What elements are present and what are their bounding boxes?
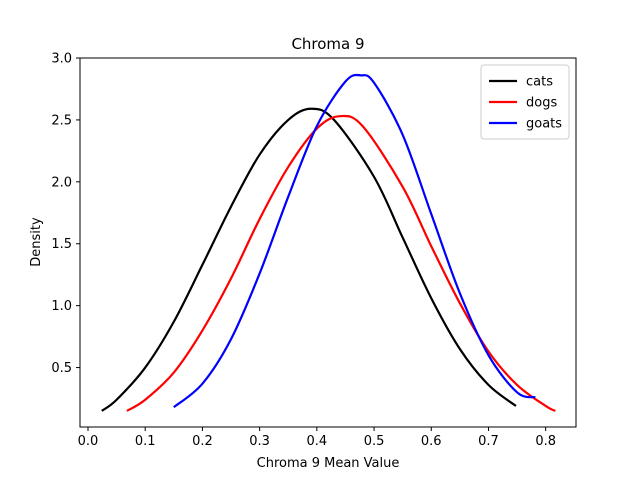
x-tick-label: 0.2 bbox=[192, 434, 213, 449]
y-axis-label: Density bbox=[29, 217, 44, 267]
series-line-cats bbox=[101, 107, 517, 412]
x-tick-label: 0.1 bbox=[135, 434, 156, 449]
legend-frame bbox=[480, 64, 570, 140]
y-tick-label: 1.5 bbox=[51, 237, 72, 252]
x-axis-label: Chroma 9 Mean Value bbox=[257, 456, 400, 471]
y-axis-ticks: 0.5 1.0 1.5 2.0 2.5 3.0 bbox=[51, 52, 80, 376]
x-tick-label: 0.4 bbox=[307, 434, 328, 449]
x-tick-label: 0.5 bbox=[364, 434, 385, 449]
series-line-dogs bbox=[126, 114, 556, 412]
legend-label-dogs: dogs bbox=[526, 96, 557, 111]
x-axis-ticks: 0.0 0.1 0.2 0.3 0.4 0.5 0.6 0.7 0.8 bbox=[78, 427, 556, 449]
x-tick-label: 0.7 bbox=[478, 434, 499, 449]
x-tick-label: 0.0 bbox=[78, 434, 99, 449]
series-curves bbox=[101, 73, 556, 412]
y-tick-label: 3.0 bbox=[51, 52, 72, 67]
legend-label-goats: goats bbox=[526, 117, 562, 132]
y-tick-label: 2.0 bbox=[51, 175, 72, 190]
legend: cats dogs goats bbox=[480, 64, 570, 140]
x-tick-label: 0.8 bbox=[535, 434, 556, 449]
chart-title: Chroma 9 bbox=[291, 35, 364, 53]
plot-frame bbox=[79, 57, 577, 428]
y-tick-label: 1.0 bbox=[51, 299, 72, 314]
y-tick-label: 0.5 bbox=[51, 361, 72, 376]
series-line-goats bbox=[173, 73, 536, 409]
x-tick-label: 0.6 bbox=[421, 434, 442, 449]
x-tick-label: 0.3 bbox=[249, 434, 270, 449]
y-tick-label: 2.5 bbox=[51, 113, 72, 128]
legend-label-cats: cats bbox=[526, 75, 553, 90]
